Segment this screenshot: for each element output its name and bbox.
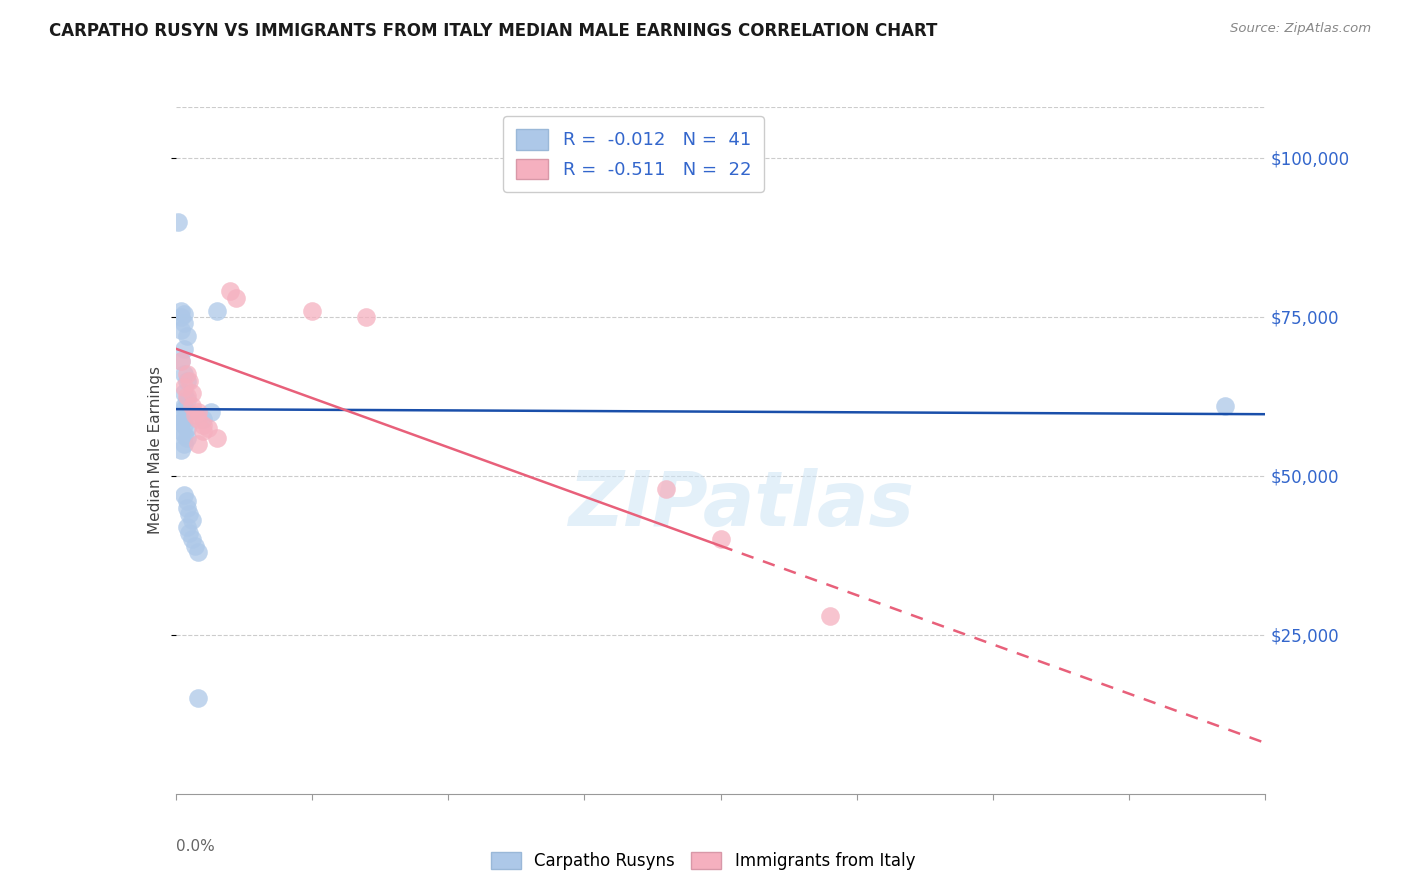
Point [176, 421, 198, 435]
Point [173, 367, 195, 381]
Point [173, 316, 195, 330]
Point [173, 437, 195, 451]
Point [655, 482, 678, 496]
Point [197, 421, 219, 435]
Point [179, 507, 201, 521]
Point [170, 323, 193, 337]
Point [173, 380, 195, 394]
Point [173, 402, 195, 417]
Point [181, 513, 204, 527]
Point [181, 386, 204, 401]
Point [173, 386, 195, 401]
Point [173, 399, 195, 413]
Point [205, 303, 228, 318]
Point [179, 374, 201, 388]
Point [181, 533, 204, 547]
Point [176, 367, 198, 381]
Point [167, 214, 190, 228]
Point [170, 425, 193, 439]
Point [186, 691, 209, 706]
Text: ZIPatlas: ZIPatlas [569, 468, 915, 542]
Point [170, 443, 193, 458]
Point [176, 329, 198, 343]
Point [205, 431, 228, 445]
Point [179, 526, 201, 541]
Point [200, 405, 222, 419]
Text: Source: ZipAtlas.com: Source: ZipAtlas.com [1230, 22, 1371, 36]
Point [173, 427, 195, 442]
Point [186, 437, 209, 451]
Point [176, 374, 198, 388]
Point [173, 409, 195, 423]
Point [225, 291, 247, 305]
Point [176, 431, 198, 445]
Y-axis label: Median Male Earnings: Median Male Earnings [148, 367, 163, 534]
Point [1213, 399, 1236, 413]
Text: 0.0%: 0.0% [176, 838, 215, 854]
Legend: R =  -0.012   N =  41, R =  -0.511   N =  22: R = -0.012 N = 41, R = -0.511 N = 22 [503, 116, 763, 192]
Point [170, 415, 193, 429]
Point [191, 417, 214, 432]
Legend: Carpatho Rusyns, Immigrants from Italy: Carpatho Rusyns, Immigrants from Italy [484, 845, 922, 877]
Point [818, 608, 841, 623]
Point [170, 303, 193, 318]
Text: CARPATHO RUSYN VS IMMIGRANTS FROM ITALY MEDIAN MALE EARNINGS CORRELATION CHART: CARPATHO RUSYN VS IMMIGRANTS FROM ITALY … [49, 22, 938, 40]
Point [176, 389, 198, 403]
Point [176, 500, 198, 515]
Point [186, 405, 209, 419]
Point [176, 405, 198, 419]
Point [219, 285, 242, 299]
Point [170, 354, 193, 368]
Point [173, 307, 195, 321]
Point [301, 303, 323, 318]
Point [710, 533, 733, 547]
Point [170, 310, 193, 324]
Point [191, 411, 214, 425]
Point [173, 417, 195, 432]
Point [173, 411, 195, 425]
Point [184, 539, 207, 553]
Point [356, 310, 378, 324]
Point [191, 425, 214, 439]
Point [173, 342, 195, 356]
Point [176, 494, 198, 508]
Point [173, 488, 195, 502]
Point [186, 545, 209, 559]
Point [181, 399, 204, 413]
Point [186, 411, 209, 425]
Point [184, 409, 207, 423]
Point [170, 354, 193, 368]
Point [176, 392, 198, 407]
Point [176, 520, 198, 534]
